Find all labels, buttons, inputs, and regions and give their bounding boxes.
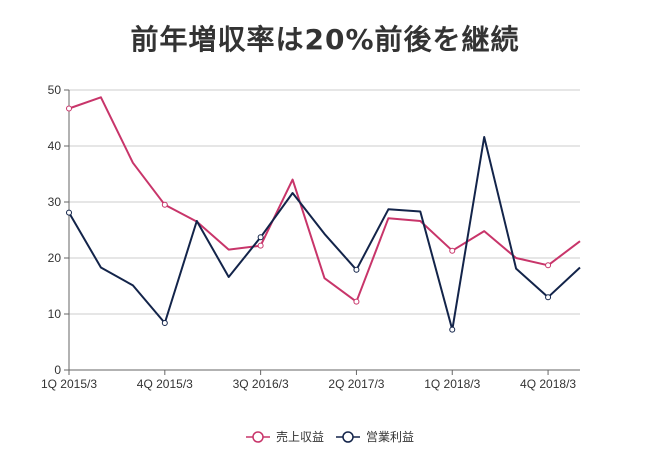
- legend: 売上収益 営業利益: [246, 429, 414, 444]
- legend-marker: [342, 431, 354, 443]
- legend-marker: [252, 431, 264, 443]
- data-point: [545, 262, 552, 269]
- data-point: [449, 326, 456, 333]
- x-axis-tick-labels: 1Q 2015/3 4Q 2015/3 3Q 2016/3 2Q 2017/3 1Q 2…: [41, 377, 576, 391]
- y-tick-label: 0: [54, 363, 61, 377]
- x-tick-label: 1Q 2015/3: [41, 377, 97, 391]
- legend-label: 売上収益: [276, 429, 324, 444]
- data-point: [353, 266, 360, 273]
- data-point: [161, 319, 168, 326]
- data-point: [257, 234, 264, 241]
- x-tick-label: 3Q 2016/3: [233, 377, 289, 391]
- gridlines: [69, 89, 580, 315]
- y-tick-label: 40: [48, 139, 62, 153]
- series-markers: [66, 105, 552, 333]
- data-point: [66, 209, 72, 216]
- data-point: [257, 242, 264, 249]
- series-lines: [68, 96, 581, 331]
- data-point: [161, 201, 168, 208]
- y-tick-label: 50: [48, 83, 62, 97]
- chart-title: 前年増収率は20%前後を継続: [130, 23, 520, 56]
- data-point: [545, 294, 552, 301]
- x-tick-label: 4Q 2018/3: [520, 377, 576, 391]
- series-line-2: [68, 136, 581, 331]
- data-point: [66, 105, 72, 112]
- axes: [64, 89, 580, 375]
- x-tick-label: 4Q 2015/3: [137, 377, 193, 391]
- series-line-1: [68, 96, 581, 303]
- data-point: [449, 247, 456, 254]
- x-tick-label: 2Q 2017/3: [328, 377, 384, 391]
- y-tick-label: 10: [48, 307, 62, 321]
- y-axis-tick-labels: 0 10 20 30 40 50: [48, 83, 62, 377]
- x-tick-label: 1Q 2018/3: [424, 377, 480, 391]
- y-tick-label: 30: [48, 195, 62, 209]
- data-point: [353, 298, 360, 305]
- y-tick-label: 20: [48, 251, 62, 265]
- legend-label: 営業利益: [366, 430, 414, 444]
